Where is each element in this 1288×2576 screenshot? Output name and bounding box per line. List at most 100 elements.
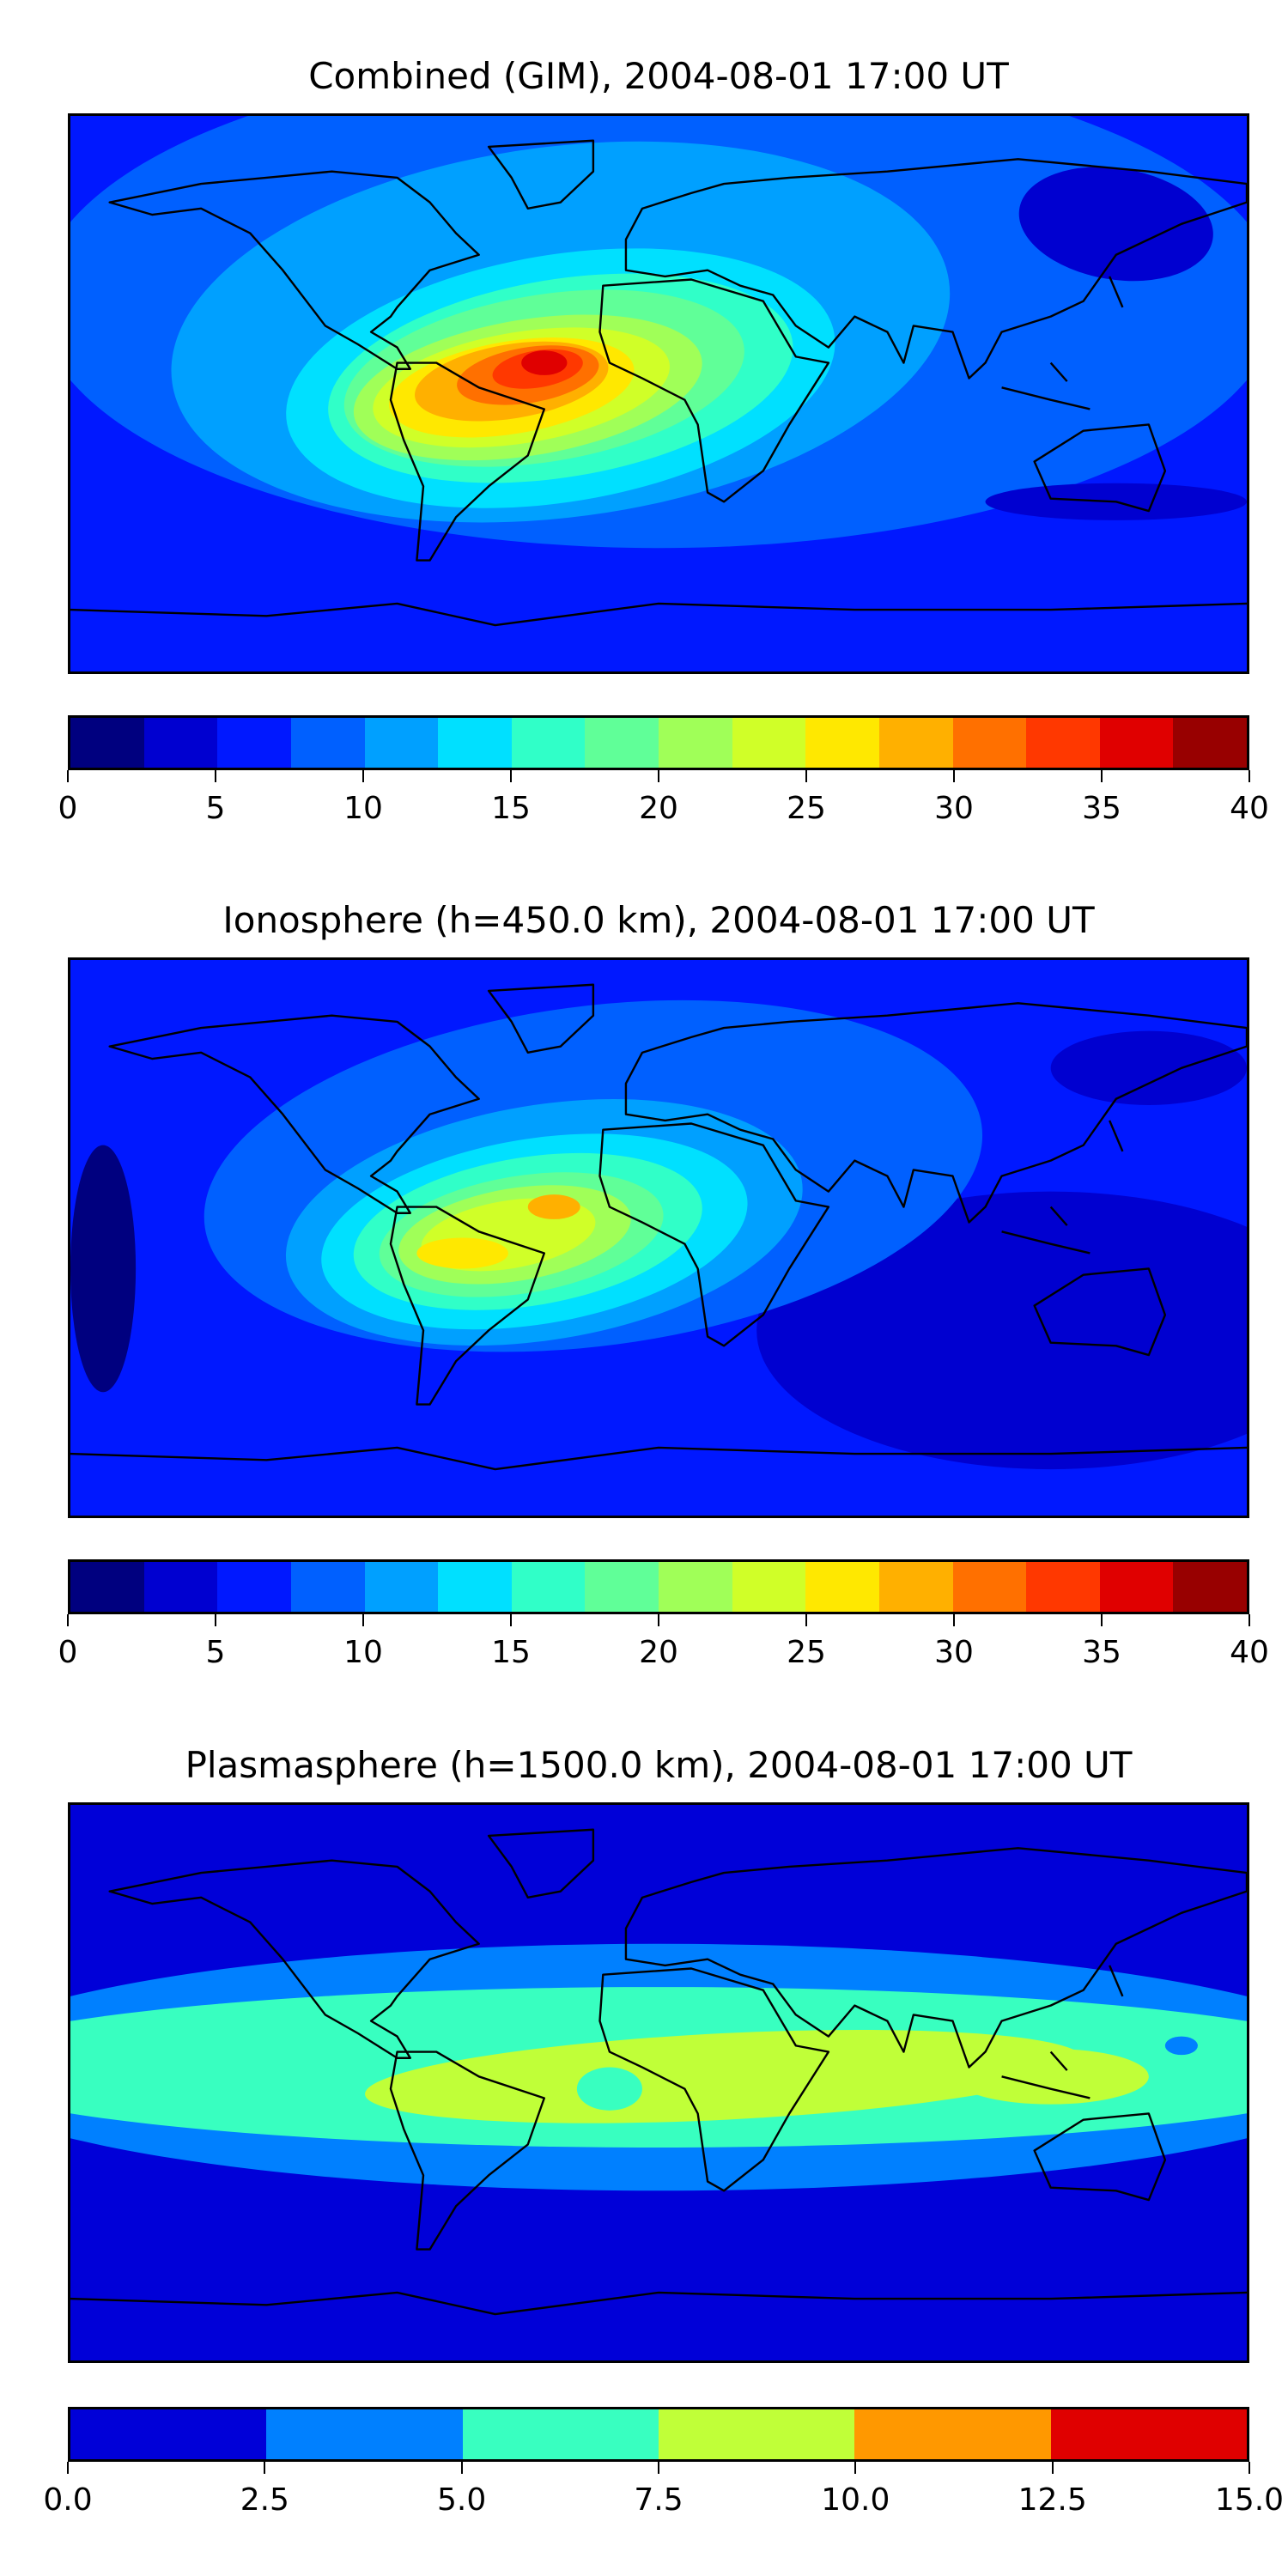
tick-mark — [658, 770, 659, 782]
colorbar-segment — [217, 718, 291, 768]
colorbar-segment — [952, 1562, 1027, 1612]
tick-mark — [362, 770, 364, 782]
tick-label: 2.5 — [240, 2482, 289, 2518]
colorbar-segment — [805, 1562, 879, 1612]
tick-label: 0.0 — [43, 2482, 93, 2518]
colorbar-segment — [438, 1562, 512, 1612]
tick-label: 15 — [491, 791, 531, 826]
tick-label: 20 — [639, 1635, 678, 1670]
tick-label: 40 — [1230, 1635, 1269, 1670]
tick-mark — [510, 1614, 512, 1626]
tick-label: 25 — [787, 1635, 826, 1670]
tick-mark — [1051, 2462, 1054, 2474]
colorbar-segment — [266, 2409, 463, 2459]
tick-label: 25 — [787, 791, 826, 826]
colorbar-segment — [805, 718, 879, 768]
contour-map — [68, 957, 1249, 1518]
colorbar-segment — [462, 2409, 659, 2459]
tick-mark — [215, 770, 216, 782]
tick-mark — [215, 1614, 216, 1626]
tick-label: 20 — [639, 791, 678, 826]
colorbar-segment — [585, 1562, 659, 1612]
colorbar-segment — [1099, 1562, 1174, 1612]
colorbar-segment — [217, 1562, 291, 1612]
panel-title: Combined (GIM), 2004-08-01 17:00 UT — [308, 55, 1009, 97]
contour-level-25 — [416, 1237, 508, 1269]
tick-mark — [67, 770, 69, 782]
colorbar-segment — [658, 2409, 855, 2459]
colorbar-segment — [1173, 1562, 1247, 1612]
colorbar-segment — [952, 718, 1027, 768]
tick-label: 7.5 — [634, 2482, 683, 2518]
tick-label: 15 — [491, 1635, 531, 1670]
contour-map — [68, 1802, 1249, 2363]
tick-label: 10 — [343, 1635, 383, 1670]
tick-mark — [1101, 1614, 1103, 1626]
colorbar-segment — [732, 718, 806, 768]
contour-level-2.5 — [1018, 167, 1213, 282]
tick-label: 0 — [58, 1635, 78, 1670]
contour-level-2.5 — [1050, 1030, 1247, 1105]
contour-level-7.5 — [952, 2048, 1149, 2105]
contour-level-0 — [70, 1145, 137, 1393]
colorbar-segment — [1026, 718, 1100, 768]
colorbar-segment — [438, 718, 512, 768]
colorbar-segment — [364, 1562, 439, 1612]
tick-mark — [1249, 770, 1250, 782]
contour-level-2.5 — [1164, 2036, 1198, 2056]
colorbar-ticks: 0 5 10 15 20 25 30 35 40 — [58, 1614, 1269, 1670]
tick-label: 15.0 — [1214, 2482, 1285, 2518]
tick-mark — [805, 770, 807, 782]
contour-level-5 — [576, 2067, 642, 2111]
tick-label: 12.5 — [1018, 2482, 1087, 2518]
tick-label: 30 — [934, 1635, 974, 1670]
tick-mark — [658, 2462, 659, 2474]
tick-mark — [1249, 1614, 1250, 1626]
colorbar-ticks: 0.0 2.5 5.0 7.5 10.0 12.5 15.0 — [43, 2462, 1284, 2518]
colorbar-segment — [1026, 1562, 1100, 1612]
colorbar-segment — [70, 718, 144, 768]
colorbar-segment — [511, 1562, 586, 1612]
colorbar-segment — [854, 2409, 1051, 2459]
panel-title: Plasmasphere (h=1500.0 km), 2004-08-01 1… — [185, 1744, 1133, 1786]
contour-level-27.5 — [527, 1194, 580, 1219]
tick-label: 5.0 — [437, 2482, 487, 2518]
tick-mark — [362, 1614, 364, 1626]
tick-label: 5 — [205, 791, 226, 826]
tick-mark — [1101, 770, 1103, 782]
tick-label: 0 — [58, 791, 78, 826]
colorbar-segment — [290, 718, 365, 768]
colorbar-segment — [70, 2409, 267, 2459]
colorbar-segment — [143, 1562, 218, 1612]
tick-mark — [953, 1614, 955, 1626]
tick-mark — [67, 2462, 69, 2474]
colorbar — [68, 1559, 1249, 1614]
colorbar-segment — [732, 1562, 806, 1612]
contour-map — [68, 113, 1249, 674]
colorbar-segment — [585, 718, 659, 768]
tick-mark — [460, 2462, 463, 2474]
tick-label: 10 — [343, 791, 383, 826]
tick-mark — [953, 770, 955, 782]
colorbar-segment — [659, 718, 732, 768]
tick-label: 5 — [205, 1635, 226, 1670]
tick-label: 30 — [934, 791, 974, 826]
colorbar-segment — [1173, 718, 1247, 768]
tick-mark — [67, 1614, 69, 1626]
colorbar-segment — [511, 718, 586, 768]
colorbar-segment — [70, 1562, 144, 1612]
tick-mark — [1249, 2462, 1250, 2474]
tick-label: 10.0 — [821, 2482, 890, 2518]
colorbar-ticks: 0 5 10 15 20 25 30 35 40 — [58, 770, 1269, 826]
colorbar — [68, 715, 1249, 770]
colorbar-segment — [1099, 718, 1174, 768]
colorbar-segment — [878, 1562, 953, 1612]
tick-mark — [805, 1614, 807, 1626]
tick-mark — [510, 770, 512, 782]
tick-mark — [264, 2462, 266, 2474]
colorbar-segment — [364, 718, 439, 768]
colorbar-segment — [659, 1562, 732, 1612]
colorbar-segment — [290, 1562, 365, 1612]
tick-mark — [658, 1614, 659, 1626]
panel-title: Ionosphere (h=450.0 km), 2004-08-01 17:0… — [222, 899, 1095, 941]
